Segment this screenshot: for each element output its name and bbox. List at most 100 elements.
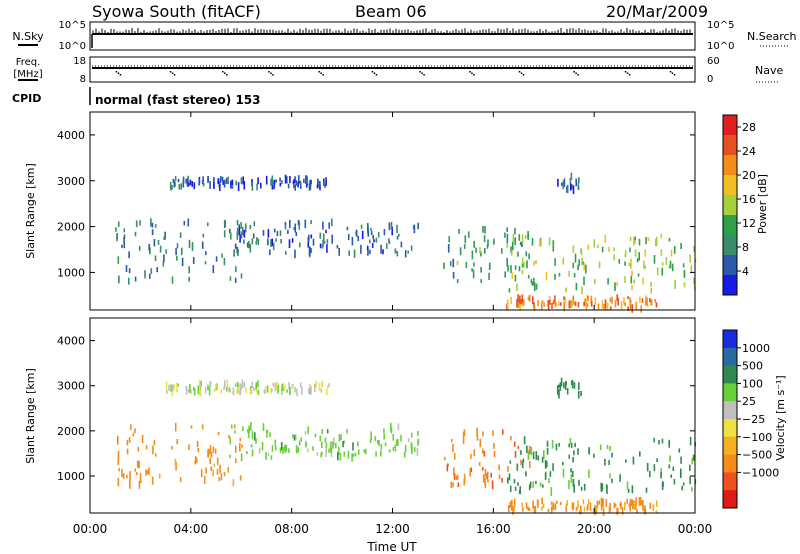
echo-cell <box>347 450 350 459</box>
echo-cell <box>246 242 249 248</box>
echo-cell <box>517 251 519 257</box>
echo-cell <box>523 262 525 268</box>
echo-cell <box>273 228 276 233</box>
echo-cell <box>377 232 380 238</box>
echo-cell <box>572 245 575 253</box>
echo-cell <box>493 238 495 245</box>
echo-cell <box>586 303 589 308</box>
echo-cell <box>378 440 380 446</box>
echo-cell <box>125 265 128 273</box>
power-colorbar: 4 8 12 16 20 24 28 Power [dB] <box>722 114 769 296</box>
nave-dip-dot <box>373 72 376 74</box>
echo-cell <box>511 250 513 256</box>
echo-cell <box>219 178 222 184</box>
echo-cell <box>609 297 612 302</box>
echo-cell <box>128 268 131 274</box>
echo-cell <box>171 185 173 190</box>
echo-cell <box>265 452 267 460</box>
echo-cell <box>284 385 286 390</box>
echo-cell <box>488 262 491 270</box>
colorbar-tick-label: 1000 <box>742 342 770 355</box>
echo-cell <box>598 261 601 269</box>
echo-cell <box>530 279 533 284</box>
nave-dip-dot <box>573 71 575 73</box>
echo-cell <box>397 439 399 446</box>
echo-cell <box>201 180 204 185</box>
echo-cell <box>573 450 575 456</box>
echo-cell <box>255 382 258 390</box>
echo-cell <box>236 220 239 226</box>
echo-cell <box>448 236 450 243</box>
echo-cell <box>130 424 132 430</box>
colorbar-segment <box>723 365 737 384</box>
echo-cell <box>177 383 179 387</box>
echo-cell <box>188 389 190 393</box>
colorbar-tick-label: 4 <box>742 265 749 278</box>
echo-cell <box>617 297 619 306</box>
echo-cell <box>207 449 209 458</box>
echo-cell <box>510 296 512 304</box>
echo-cell <box>570 184 573 190</box>
power-y-axis-label: Slant Range [km] <box>24 163 37 259</box>
echo-cell <box>173 383 175 391</box>
colorbar-segment <box>723 115 737 136</box>
echo-cell <box>689 436 692 446</box>
echo-cell <box>263 389 266 394</box>
echo-cell <box>176 243 179 249</box>
nave-dip-dot <box>171 72 174 74</box>
echo-cell <box>653 255 656 264</box>
echo-cell <box>117 457 120 465</box>
colorbar-segment <box>723 195 737 216</box>
echo-cell <box>629 498 632 506</box>
echo-cell <box>568 443 570 448</box>
echo-cell <box>394 248 397 254</box>
echo-cell <box>475 247 477 253</box>
echo-cell <box>240 177 243 185</box>
echo-cell <box>256 183 258 191</box>
echo-cell <box>249 389 252 395</box>
echo-cell <box>501 478 503 483</box>
echo-cell <box>183 220 186 226</box>
echo-cell <box>517 482 519 486</box>
echo-cell <box>521 502 523 508</box>
echo-cell <box>308 388 310 394</box>
echo-cell <box>535 451 538 460</box>
echo-cell <box>149 273 151 279</box>
echo-cell <box>383 229 386 236</box>
echo-cell <box>535 260 537 265</box>
echo-cell <box>562 461 564 466</box>
echo-cell <box>292 180 295 185</box>
echo-cell <box>660 468 662 474</box>
echo-cell <box>179 232 182 238</box>
echo-cell <box>596 500 599 508</box>
echo-cell <box>458 229 460 234</box>
echo-cell <box>172 178 175 183</box>
echo-cell <box>416 447 419 456</box>
echo-cell <box>517 294 519 302</box>
echo-cell <box>532 481 534 488</box>
echo-cell <box>182 180 185 188</box>
echo-cell <box>541 456 544 463</box>
echo-cell <box>580 486 583 491</box>
echo-cell <box>443 262 445 270</box>
power-panel: Slant Range [km] 1000 2000 3000 4000 4 8 12 16… <box>24 111 769 313</box>
echo-cell <box>150 218 152 227</box>
echo-cell <box>251 238 254 245</box>
echo-cell <box>634 240 636 244</box>
echo-cell <box>601 246 604 253</box>
echo-cell <box>367 247 369 255</box>
echo-cell <box>554 273 556 280</box>
echo-cell <box>189 179 192 186</box>
echo-cell <box>301 386 303 395</box>
echo-cell <box>171 446 173 450</box>
echo-cell <box>507 477 509 484</box>
nave-label: Nave <box>755 64 783 77</box>
echo-cell <box>590 297 592 304</box>
echo-cell <box>205 251 207 256</box>
echo-cell <box>681 485 683 491</box>
echo-cell <box>369 439 372 443</box>
echo-cell <box>395 439 398 446</box>
echo-cell <box>564 381 567 390</box>
echo-cell <box>472 269 475 279</box>
echo-cell <box>644 508 647 515</box>
